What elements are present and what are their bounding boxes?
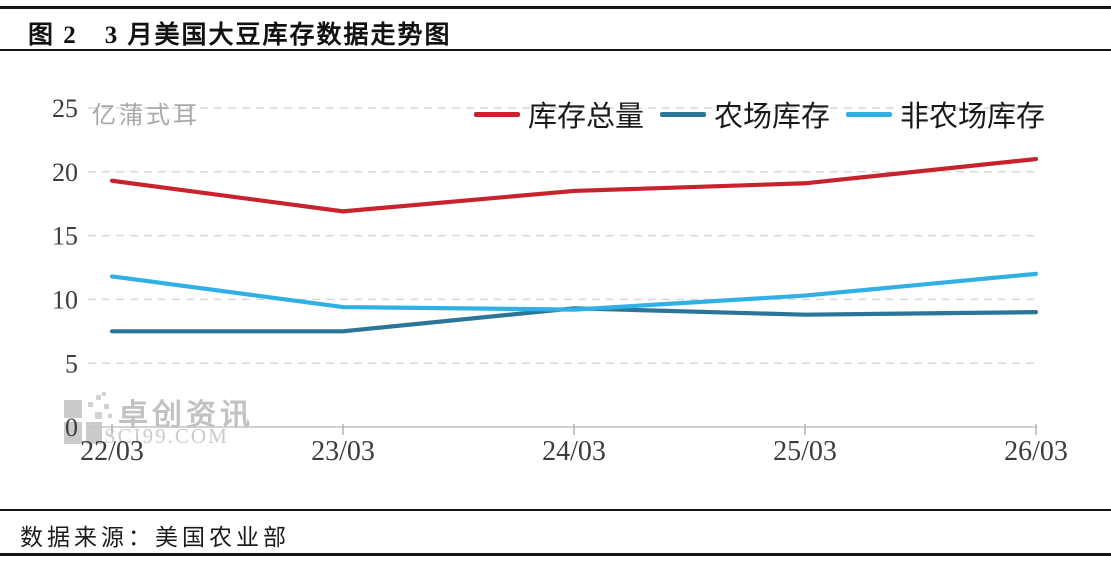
legend-swatch-icon	[845, 111, 892, 117]
series-line-0	[109, 156, 1039, 214]
svg-text:5: 5	[65, 349, 78, 378]
legend-label: 库存总量	[527, 101, 644, 133]
svg-text:24/03: 24/03	[542, 436, 606, 467]
x-axis-ticks	[111, 424, 1037, 435]
svg-text:22/03: 22/03	[80, 436, 144, 467]
svg-text:20: 20	[52, 158, 78, 187]
legend-item-2: 非农场库存	[845, 93, 1045, 135]
legend-item-0: 库存总量	[473, 93, 644, 135]
y-axis-labels: 0 5 10 15 20 25	[52, 94, 78, 442]
svg-text:23/03: 23/03	[311, 436, 375, 467]
x-axis-labels: 22/03 23/03 24/03 25/03 26/03	[80, 436, 1068, 467]
legend-label: 农场库存	[713, 101, 830, 133]
figure-title: 图 2 3 月美国大豆库存数据走势图	[28, 22, 452, 49]
svg-text:0: 0	[65, 413, 78, 442]
svg-text:25/03: 25/03	[773, 436, 837, 467]
gridlines	[88, 107, 1037, 364]
title-underline-rule	[0, 49, 1111, 51]
data-source-label: 数据来源：美国农业部	[20, 525, 290, 550]
watermark-site-text: SCI99.COM	[104, 424, 229, 448]
svg-text:10: 10	[52, 286, 78, 315]
series-line-2	[109, 271, 1039, 312]
legend: 库存总量 农场库存 非农场库存	[473, 93, 1045, 135]
svg-text:25: 25	[52, 94, 78, 123]
legend-item-1: 农场库存	[659, 93, 830, 135]
legend-swatch-icon	[473, 111, 520, 117]
legend-swatch-icon	[659, 111, 706, 117]
footer-top-rule	[0, 509, 1111, 511]
footer-bottom-rule	[0, 553, 1111, 556]
svg-text:15: 15	[52, 222, 78, 251]
svg-text:26/03: 26/03	[1004, 436, 1068, 467]
legend-label: 非农场库存	[899, 101, 1045, 133]
series-line-1	[109, 306, 1039, 334]
top-rule	[0, 6, 1111, 9]
y-axis-unit-label: 亿蒲式耳	[92, 103, 200, 129]
